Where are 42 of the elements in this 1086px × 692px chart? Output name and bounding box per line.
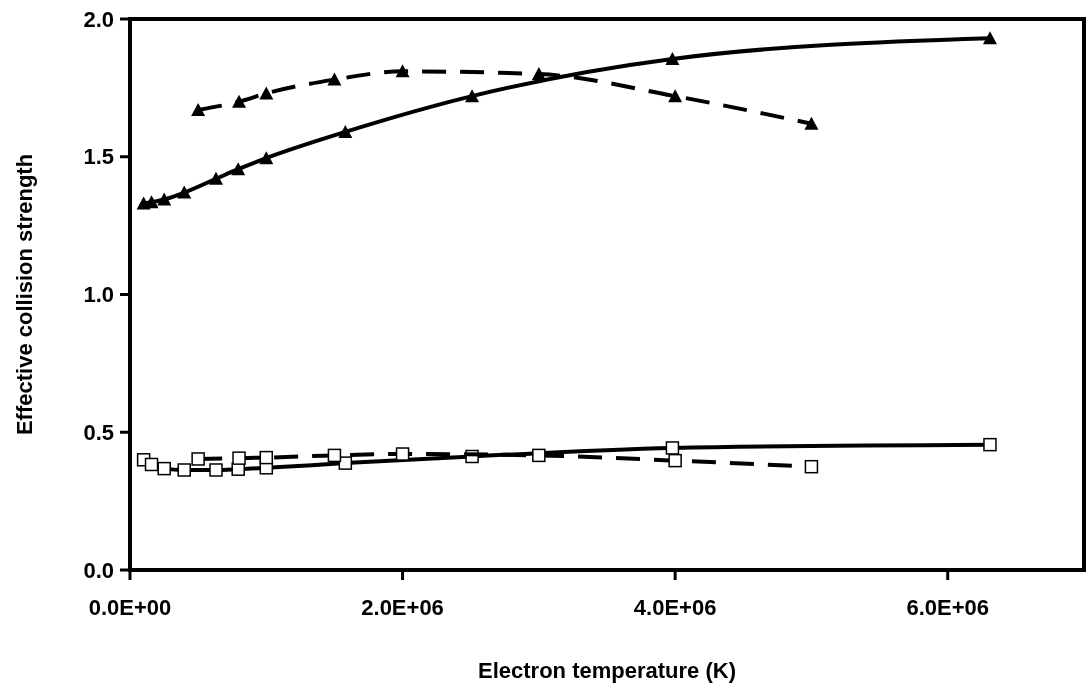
point (209, 171, 223, 185)
point (259, 450, 274, 465)
point (665, 441, 680, 455)
y-tick-label: 1.0 (83, 282, 114, 308)
point (804, 459, 819, 474)
point (531, 67, 546, 81)
point (177, 463, 191, 477)
y-tick-label: 2.0 (83, 6, 114, 32)
point (191, 452, 205, 466)
point (157, 461, 171, 476)
y-tick-label: 0.0 (83, 557, 114, 583)
point (177, 185, 192, 199)
y-axis-title: Effective collision strength (12, 153, 37, 436)
point (191, 102, 206, 116)
point (804, 116, 819, 130)
x-tick-label: 0.0E+00 (88, 595, 172, 620)
point (231, 162, 246, 176)
point (259, 151, 274, 165)
point (232, 94, 247, 108)
point (668, 453, 682, 468)
point (338, 124, 353, 138)
point (209, 463, 223, 477)
point (338, 456, 353, 470)
point (259, 86, 274, 100)
point (327, 448, 342, 463)
y-tick-label: 1.5 (83, 144, 114, 170)
x-axis-title: Electron temperature (K) (478, 658, 736, 683)
x-tick-label: 4.0E+06 (633, 595, 717, 620)
point (532, 448, 546, 463)
x-tick-label: 6.0E+06 (906, 595, 989, 620)
point (665, 51, 680, 65)
x-tick-label: 2.0E+06 (361, 595, 444, 620)
point (982, 31, 997, 45)
point (395, 64, 410, 78)
point (395, 447, 410, 461)
point (232, 451, 246, 465)
point (983, 437, 997, 452)
point (465, 89, 480, 103)
point (668, 89, 683, 103)
point (157, 192, 172, 206)
y-tick-label: 0.5 (83, 419, 114, 445)
point (327, 72, 342, 86)
